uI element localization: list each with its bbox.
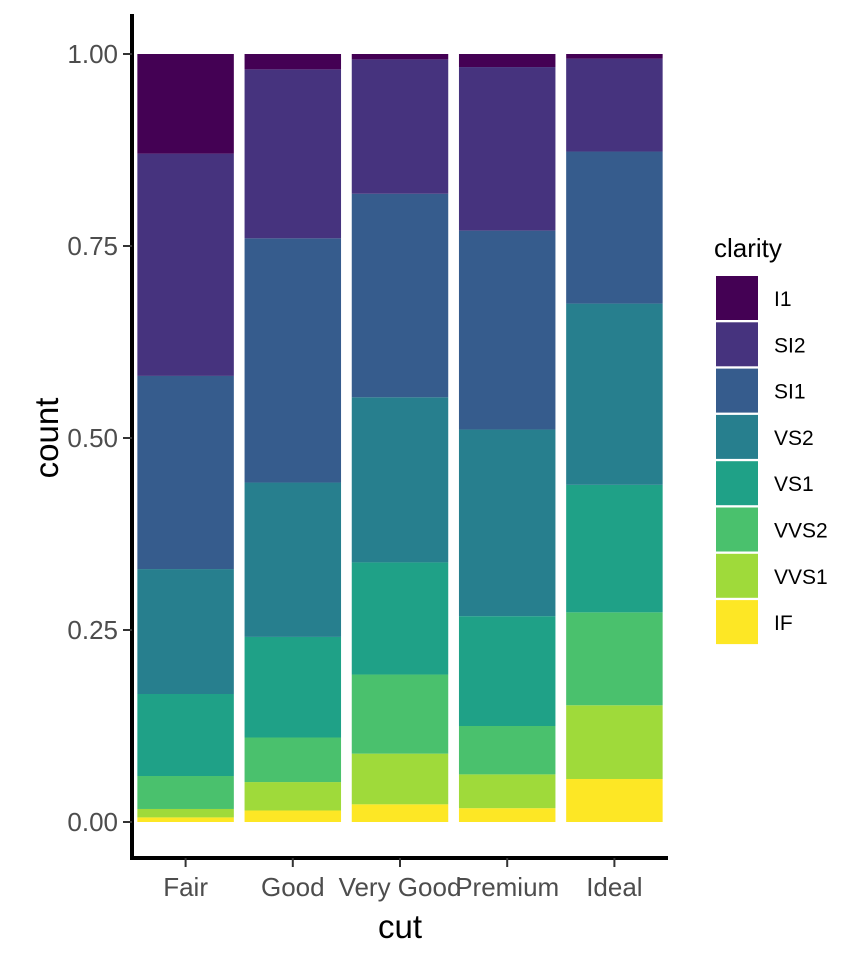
bar-segment-fair-i1 <box>137 54 234 154</box>
legend-title: clarity <box>714 233 782 263</box>
bar-segment-ideal-si1 <box>566 151 663 304</box>
legend-key-vvs2 <box>716 507 758 552</box>
bars-group <box>137 54 663 822</box>
bar-segment-fair-si2 <box>137 153 234 376</box>
legend-key-vvs1 <box>716 553 758 598</box>
legend-key-i1 <box>716 276 758 320</box>
bar-segment-premium-si2 <box>458 67 556 231</box>
bar-segment-ideal-vvs1 <box>566 705 663 779</box>
bar-segment-ideal-si2 <box>566 58 663 152</box>
legend-key-si1 <box>716 368 758 413</box>
bar-segment-fair-si1 <box>137 375 234 570</box>
bar-segment-premium-vvs1 <box>458 774 556 809</box>
legend-label-if: IF <box>774 612 793 635</box>
legend-label-i1: I1 <box>774 288 792 311</box>
y-axis-title: count <box>28 398 65 479</box>
legend-key-vs2 <box>716 414 758 459</box>
x-tick-label: Good <box>261 872 325 902</box>
bar-segment-premium-vvs2 <box>458 726 556 775</box>
bar-segment-premium-vs1 <box>458 616 556 726</box>
legend-label-vvs1: VVS1 <box>774 566 828 589</box>
bar-segment-very-good-si1 <box>351 193 449 398</box>
y-tick-label: 0.50 <box>67 423 118 453</box>
bar-segment-premium-si1 <box>458 230 556 430</box>
bar-segment-very-good-if <box>351 804 449 822</box>
bar-segment-very-good-vs1 <box>351 562 449 675</box>
bar-segment-ideal-i1 <box>566 54 663 59</box>
bar-segment-good-vvs2 <box>244 737 342 783</box>
legend-label-vvs2: VVS2 <box>774 520 828 543</box>
legend-key-si2 <box>716 322 758 367</box>
bar-segment-fair-vs2 <box>137 569 234 694</box>
legend-key-if <box>716 600 758 645</box>
x-tick-label: Fair <box>163 872 208 902</box>
x-tick-label: Very Good <box>339 872 462 902</box>
y-axis-ticks: 0.00 0.25 0.50 0.75 1.00 <box>67 39 132 837</box>
bar-segment-fair-vvs1 <box>137 808 234 818</box>
y-tick-label: 0.00 <box>67 807 118 837</box>
bar-segment-ideal-if <box>566 778 663 822</box>
x-tick-label: Premium <box>455 872 559 902</box>
bar-segment-fair-vvs2 <box>137 776 234 809</box>
bar-segment-very-good-vvs1 <box>351 753 449 805</box>
x-tick-label: Ideal <box>586 872 642 902</box>
y-tick-label: 0.75 <box>67 231 118 261</box>
bar-segment-good-si2 <box>244 69 342 239</box>
legend-label-vs1: VS1 <box>774 473 814 496</box>
bar-segment-fair-vs1 <box>137 694 234 777</box>
bar-segment-ideal-vs1 <box>566 484 663 613</box>
bar-segment-very-good-vvs2 <box>351 674 449 754</box>
legend-label-si2: SI2 <box>774 334 806 357</box>
bar-segment-good-vs2 <box>244 482 342 637</box>
bar-segment-good-si1 <box>244 238 342 483</box>
legend-key-vs1 <box>716 461 758 506</box>
bar-segment-very-good-si2 <box>351 59 449 194</box>
legend-label-si1: SI1 <box>774 381 806 404</box>
bar-segment-good-vs1 <box>244 636 342 738</box>
y-tick-label: 1.00 <box>67 39 118 69</box>
bar-segment-ideal-vs2 <box>566 303 663 485</box>
bar-segment-very-good-vs2 <box>351 397 449 563</box>
bar-segment-very-good-i1 <box>351 54 449 60</box>
legend: clarity I1 SI2 SI1 VS2 VS1 VVS2 VVS1 IF <box>714 233 828 645</box>
bar-segment-premium-i1 <box>458 54 556 68</box>
y-tick-label: 0.25 <box>67 615 118 645</box>
bar-segment-fair-if <box>137 817 234 822</box>
bar-segment-premium-vs2 <box>458 429 556 617</box>
bar-segment-good-if <box>244 810 342 822</box>
bar-segment-good-i1 <box>244 54 342 70</box>
bar-segment-good-vvs1 <box>244 782 342 811</box>
legend-items: I1 SI2 SI1 VS2 VS1 VVS2 VVS1 IF <box>716 276 828 645</box>
bar-segment-ideal-vvs2 <box>566 612 663 706</box>
x-axis-title: cut <box>378 908 422 945</box>
bar-segment-premium-if <box>458 808 556 822</box>
legend-label-vs2: VS2 <box>774 427 814 450</box>
